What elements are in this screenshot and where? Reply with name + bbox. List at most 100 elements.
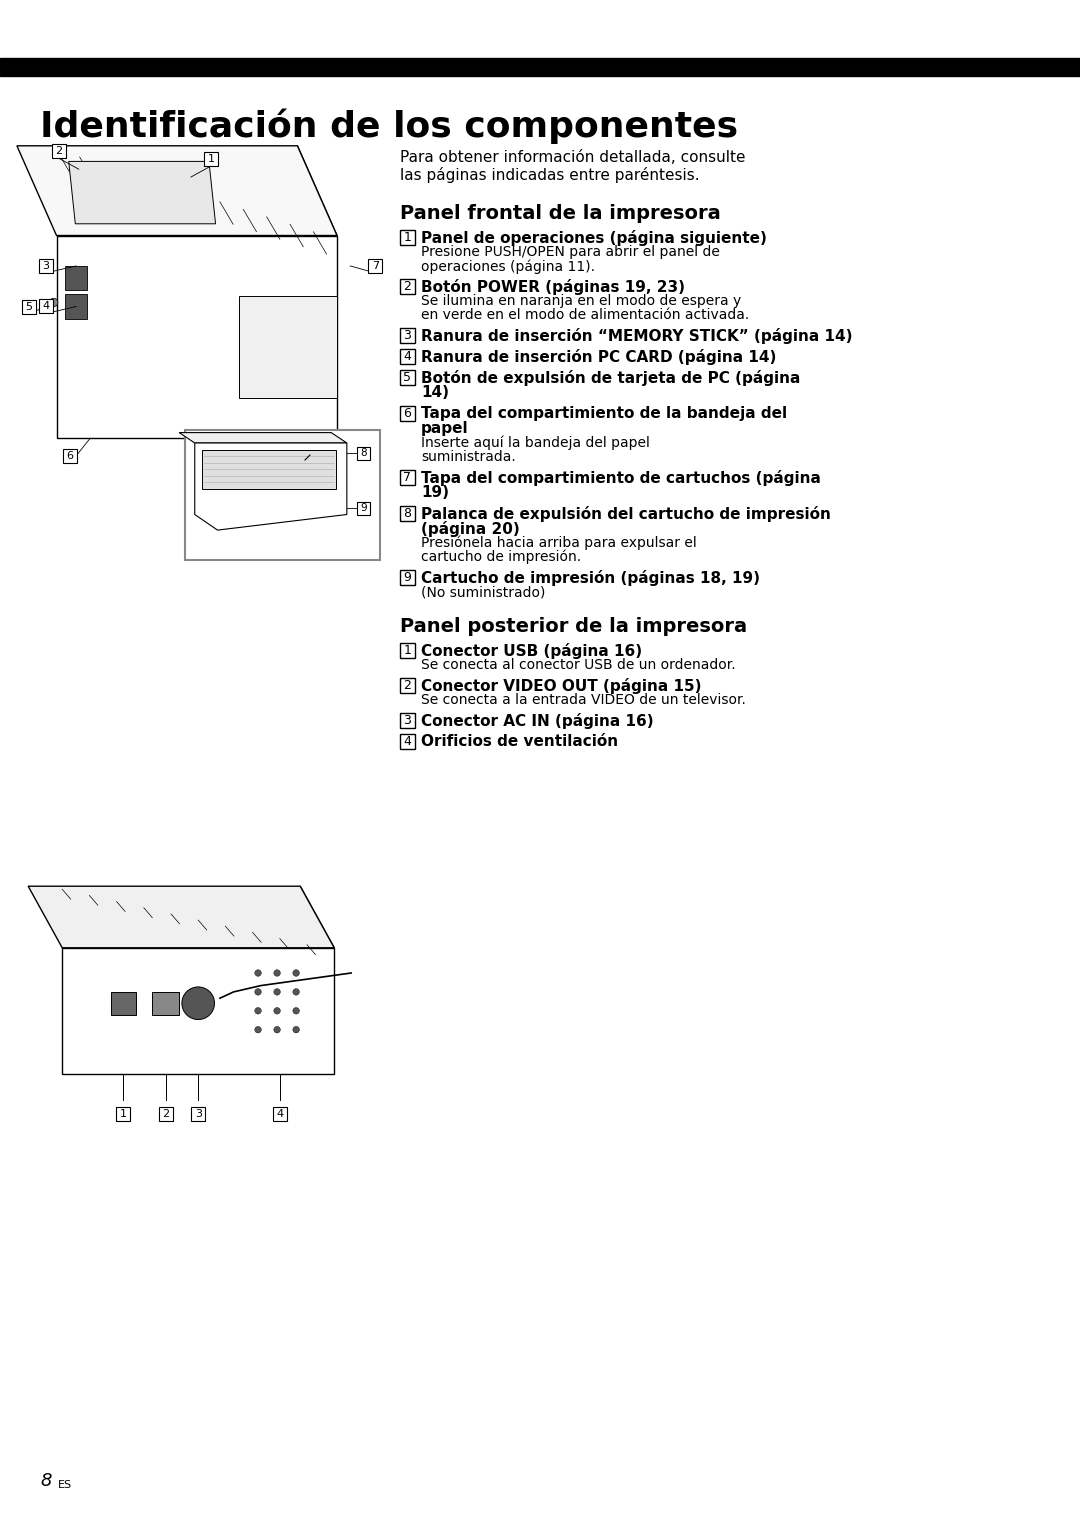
Text: 4: 4 [42, 301, 50, 312]
Bar [117, 1107, 131, 1121]
Circle shape [255, 989, 261, 995]
Text: Ranura de inserción PC CARD (página 14): Ranura de inserción PC CARD (página 14) [421, 349, 777, 365]
Text: 5: 5 [25, 303, 32, 312]
Text: Panel posterior de la impresora: Panel posterior de la impresora [400, 618, 747, 636]
Text: en verde en el modo de alimentación activada.: en verde en el modo de alimentación acti… [421, 307, 750, 323]
Bar [400, 469, 415, 485]
Text: 2: 2 [404, 280, 411, 294]
Text: 8: 8 [40, 1472, 52, 1489]
Bar [400, 229, 415, 245]
Text: 3: 3 [404, 714, 411, 726]
Text: 7: 7 [404, 471, 411, 485]
Bar [22, 300, 36, 315]
Bar [400, 570, 415, 586]
Bar [400, 677, 415, 693]
Bar [400, 407, 415, 420]
Text: 19): 19) [421, 485, 449, 500]
Bar [202, 450, 336, 488]
Text: Se ilumina en naranja en el modo de espera y: Se ilumina en naranja en el modo de espe… [421, 294, 741, 307]
Bar [65, 266, 87, 291]
Text: Cartucho de impresión (páginas 18, 19): Cartucho de impresión (páginas 18, 19) [421, 570, 760, 586]
Bar [356, 502, 369, 514]
Polygon shape [179, 433, 347, 443]
Text: 8: 8 [360, 448, 367, 459]
Text: Se conecta a la entrada VIDEO de un televisor.: Se conecta a la entrada VIDEO de un tele… [421, 693, 746, 706]
Text: 4: 4 [404, 350, 411, 362]
Bar [368, 258, 382, 272]
Text: Tapa del compartimiento de la bandeja del: Tapa del compartimiento de la bandeja de… [421, 407, 787, 420]
Circle shape [255, 1026, 261, 1034]
Bar [400, 734, 415, 749]
Circle shape [255, 1008, 261, 1014]
Text: (página 20): (página 20) [421, 521, 519, 537]
Bar [400, 329, 415, 342]
Bar [400, 370, 415, 385]
Bar [400, 349, 415, 364]
Bar [65, 294, 87, 318]
Bar [0, 58, 1080, 76]
Text: Panel frontal de la impresora: Panel frontal de la impresora [400, 203, 720, 223]
Bar [111, 992, 136, 1015]
Text: 1: 1 [207, 154, 215, 164]
Text: 2: 2 [404, 679, 411, 693]
Text: Palanca de expulsión del cartucho de impresión: Palanca de expulsión del cartucho de imp… [421, 506, 831, 521]
Circle shape [274, 989, 281, 995]
Bar [356, 446, 369, 460]
Text: 6: 6 [67, 451, 73, 462]
Circle shape [293, 989, 299, 995]
Text: Identificación de los componentes: Identificación de los componentes [40, 109, 738, 144]
Text: Botón de expulsión de tarjeta de PC (página: Botón de expulsión de tarjeta de PC (pág… [421, 370, 800, 385]
Circle shape [50, 298, 58, 307]
Text: 7: 7 [372, 261, 379, 271]
Text: 9: 9 [360, 503, 367, 514]
Text: Tapa del compartimiento de cartuchos (página: Tapa del compartimiento de cartuchos (pá… [421, 469, 821, 486]
Text: Conector AC IN (página 16): Conector AC IN (página 16) [421, 713, 653, 729]
Circle shape [293, 1026, 299, 1034]
Text: 3: 3 [404, 329, 411, 342]
Text: Conector VIDEO OUT (página 15): Conector VIDEO OUT (página 15) [421, 677, 702, 694]
Polygon shape [28, 887, 334, 948]
Circle shape [255, 969, 261, 976]
Text: Panel de operaciones (página siguiente): Panel de operaciones (página siguiente) [421, 229, 767, 246]
Bar [400, 713, 415, 728]
Text: papel: papel [421, 420, 469, 436]
Bar [39, 300, 53, 313]
Bar [52, 144, 66, 157]
Text: Presiónela hacia arriba para expulsar el: Presiónela hacia arriba para expulsar el [421, 537, 697, 550]
Text: Conector USB (página 16): Conector USB (página 16) [421, 644, 643, 659]
Text: suministrada.: suministrada. [421, 450, 516, 463]
Polygon shape [69, 162, 216, 223]
Bar [273, 1107, 287, 1121]
Text: Se conecta al conector USB de un ordenador.: Se conecta al conector USB de un ordenad… [421, 657, 735, 673]
Polygon shape [63, 948, 334, 1073]
Text: las páginas indicadas entre paréntesis.: las páginas indicadas entre paréntesis. [400, 167, 700, 183]
Text: 5: 5 [404, 372, 411, 384]
Circle shape [293, 969, 299, 976]
Text: 4: 4 [404, 735, 411, 748]
Text: 14): 14) [421, 385, 449, 401]
Bar [185, 430, 380, 560]
Text: ES: ES [58, 1480, 72, 1489]
Bar [204, 151, 218, 167]
Circle shape [274, 969, 281, 976]
Text: 3: 3 [42, 261, 50, 271]
Text: cartucho de impresión.: cartucho de impresión. [421, 550, 581, 564]
Bar [191, 1107, 205, 1121]
Text: 3: 3 [194, 1110, 202, 1119]
Bar [239, 297, 337, 398]
Polygon shape [56, 235, 337, 439]
Text: Orificios de ventilación: Orificios de ventilación [421, 734, 618, 749]
Circle shape [274, 1026, 281, 1034]
Bar [152, 992, 179, 1015]
Bar [400, 506, 415, 521]
Bar [400, 644, 415, 657]
Text: 1: 1 [404, 644, 411, 657]
Text: Inserte aquí la bandeja del papel: Inserte aquí la bandeja del papel [421, 436, 650, 451]
Bar [400, 278, 415, 294]
Text: 2: 2 [162, 1110, 170, 1119]
Bar [63, 450, 77, 463]
Text: operaciones (página 11).: operaciones (página 11). [421, 258, 595, 274]
Text: Presione PUSH/OPEN para abrir el panel de: Presione PUSH/OPEN para abrir el panel d… [421, 245, 720, 258]
Circle shape [181, 986, 215, 1020]
Text: 1: 1 [404, 231, 411, 245]
